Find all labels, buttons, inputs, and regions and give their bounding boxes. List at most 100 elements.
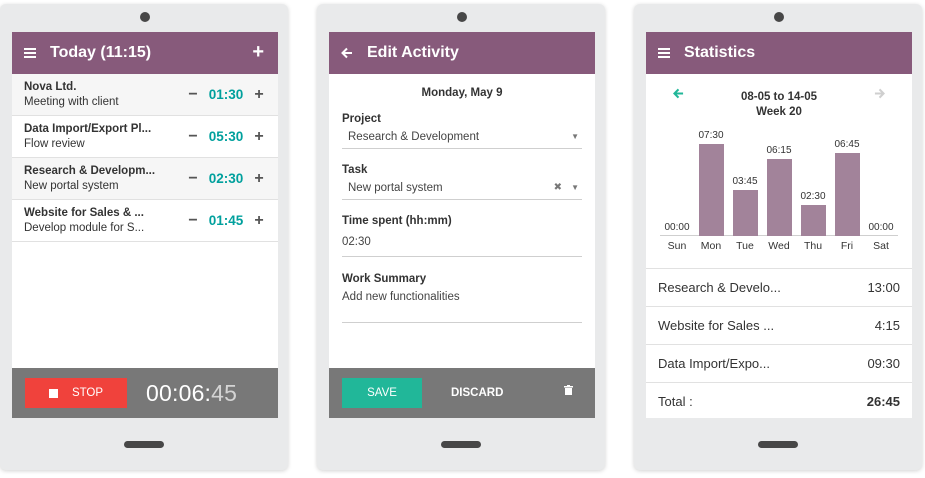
activity-task: Develop module for S... <box>24 222 145 234</box>
statistics-screen: Statistics 08-05 to 14-05 Week 20 00:00 S… <box>646 32 912 418</box>
minus-icon[interactable]: − <box>188 127 198 145</box>
minus-icon[interactable]: − <box>188 169 198 187</box>
total-value: 26:45 <box>866 394 900 409</box>
activity-project: Data Import/Export Pl... <box>24 123 152 135</box>
timer-main: 00:06: <box>146 379 212 406</box>
trash-icon[interactable] <box>564 385 573 395</box>
stat-project-name: Data Import/Expo... <box>658 356 770 371</box>
activity-row[interactable]: Data Import/Export Pl... Flow review −05:3… <box>12 116 278 158</box>
camera <box>774 12 784 22</box>
home-button[interactable] <box>124 441 164 448</box>
stat-project-name: Website for Sales ... <box>658 318 775 333</box>
edit-form: Monday, May 9 Project Research & Develop… <box>329 87 595 323</box>
stat-total-row: Total : 26:45 <box>646 382 912 418</box>
activity-project: Research & Developm... <box>24 165 156 177</box>
day-tick-label: Sat <box>873 240 889 252</box>
activity-task: Meeting with client <box>24 96 119 108</box>
page-title: Today (11:15) <box>50 44 152 61</box>
stats-appbar: Statistics <box>646 32 912 74</box>
bar-value-label: 00:00 <box>664 222 690 233</box>
camera <box>457 12 467 22</box>
timer-seconds: 45 <box>211 379 238 406</box>
task-select[interactable]: New portal system ✖ ▼ <box>342 176 582 200</box>
caret-down-icon: ▼ <box>571 132 579 141</box>
page-title: Edit Activity <box>367 44 459 61</box>
day-tick-label: Tue <box>736 240 754 252</box>
save-button[interactable]: SAVE <box>342 378 422 408</box>
stat-row[interactable]: Research & Develo... 13:00 <box>646 268 912 306</box>
time-input[interactable]: 02:30 <box>342 227 582 257</box>
activity-controls: −05:30 + <box>186 128 266 146</box>
stat-project-value: 13:00 <box>867 280 900 295</box>
activity-text: Nova Ltd. Meeting with client <box>24 81 186 108</box>
project-value: Research & Development <box>348 130 480 143</box>
plus-icon[interactable]: + <box>254 127 264 145</box>
hamburger-icon[interactable] <box>658 48 670 58</box>
activity-time: 01:45 <box>208 213 244 228</box>
total-label: Total : <box>658 394 693 409</box>
day-tick-label: Thu <box>803 240 823 252</box>
discard-button[interactable]: DISCARD <box>451 387 504 399</box>
plus-icon[interactable]: + <box>254 85 264 103</box>
stop-label: STOP <box>71 387 104 399</box>
week-number: Week 20 <box>756 106 802 118</box>
activity-text: Website for Sales & ... Develop module fo… <box>24 207 186 234</box>
activity-row[interactable]: Research & Developm... New portal system −… <box>12 158 278 200</box>
stat-row[interactable]: Website for Sales ... 4:15 <box>646 306 912 344</box>
summary-value: Add new functionalities <box>342 291 460 303</box>
home-button[interactable] <box>758 441 798 448</box>
summary-label: Work Summary <box>342 273 427 285</box>
day-tick-label: Fri <box>840 240 854 252</box>
day-tick-label: Wed <box>768 240 790 252</box>
device-today: Today (11:15) + Nova Ltd. Meeting with cl… <box>0 4 288 470</box>
activity-time: 01:30 <box>208 87 244 102</box>
home-button[interactable] <box>441 441 481 448</box>
clear-icon[interactable]: ✖ <box>553 182 562 193</box>
bar-value-label: 06:15 <box>766 145 792 157</box>
activity-row[interactable]: Website for Sales & ... Develop module fo… <box>12 200 278 242</box>
time-value: 02:30 <box>342 235 371 248</box>
edit-action-bar: SAVE DISCARD <box>329 368 595 418</box>
activity-task: New portal system <box>24 180 119 192</box>
bar-value-label: 02:30 <box>800 191 826 203</box>
hamburger-icon[interactable] <box>24 48 36 58</box>
next-week-arrow-icon[interactable] <box>874 88 885 99</box>
prev-week-arrow-icon[interactable] <box>673 88 684 99</box>
week-navigator: 08-05 to 14-05 Week 20 <box>646 74 912 120</box>
chart-bar <box>732 190 758 236</box>
plus-icon[interactable]: + <box>252 41 264 63</box>
plus-icon[interactable]: + <box>254 169 264 187</box>
activity-task: Flow review <box>24 138 85 150</box>
activity-controls: −02:30 + <box>186 170 266 188</box>
project-label: Project <box>342 113 381 125</box>
plus-icon[interactable]: + <box>254 211 264 229</box>
time-label: Time spent (hh:mm) <box>342 215 452 227</box>
back-arrow-icon[interactable] <box>341 47 353 59</box>
activity-text: Data Import/Export Pl... Flow review <box>24 123 186 150</box>
page-title: Statistics <box>684 44 756 61</box>
bar-value-label: 06:45 <box>834 139 860 151</box>
activity-time: 05:30 <box>208 129 244 144</box>
activity-project: Website for Sales & ... <box>24 207 144 219</box>
minus-icon[interactable]: − <box>188 85 198 103</box>
activity-text: Research & Developm... New portal system <box>24 165 186 192</box>
stat-project-value: 09:30 <box>867 356 900 371</box>
summary-textarea[interactable]: Add new functionalities <box>342 285 582 323</box>
device-edit: Edit Activity Monday, May 9 Project Rese… <box>317 4 605 470</box>
activity-row[interactable]: Nova Ltd. Meeting with client −01:30 + <box>12 74 278 116</box>
timer-display: 00:06:45 <box>146 380 237 407</box>
task-value: New portal system <box>348 181 443 194</box>
minus-icon[interactable]: − <box>188 211 198 229</box>
day-tick-label: Mon <box>700 240 722 252</box>
edit-appbar: Edit Activity <box>329 32 595 74</box>
chart-bar <box>800 205 826 236</box>
activity-list: Nova Ltd. Meeting with client −01:30 + Data … <box>12 74 278 242</box>
stat-row[interactable]: Data Import/Expo... 09:30 <box>646 344 912 382</box>
today-screen: Today (11:15) + Nova Ltd. Meeting with cl… <box>12 32 278 418</box>
camera <box>140 12 150 22</box>
chart-bar <box>834 153 860 236</box>
bar-value-label: 03:45 <box>732 176 758 187</box>
stop-button[interactable]: STOP <box>25 378 127 408</box>
project-stats-list: Research & Develo... 13:00 Website for Sal… <box>646 268 912 418</box>
project-select[interactable]: Research & Development ▼ <box>342 125 582 149</box>
